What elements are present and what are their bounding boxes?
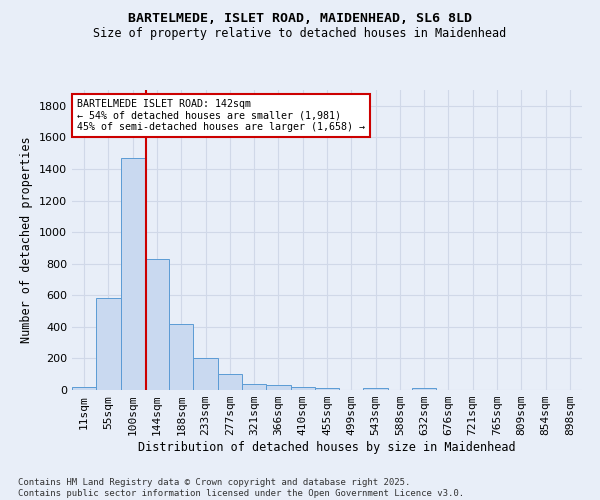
Text: BARTELMEDE ISLET ROAD: 142sqm
← 54% of detached houses are smaller (1,981)
45% o: BARTELMEDE ISLET ROAD: 142sqm ← 54% of d…: [77, 99, 365, 132]
X-axis label: Distribution of detached houses by size in Maidenhead: Distribution of detached houses by size …: [138, 441, 516, 454]
Y-axis label: Number of detached properties: Number of detached properties: [20, 136, 34, 344]
Bar: [315, 388, 339, 390]
Text: Size of property relative to detached houses in Maidenhead: Size of property relative to detached ho…: [94, 28, 506, 40]
Bar: [145, 259, 169, 390]
Text: Contains HM Land Registry data © Crown copyright and database right 2025.
Contai: Contains HM Land Registry data © Crown c…: [18, 478, 464, 498]
Bar: [290, 387, 315, 390]
Bar: [412, 388, 436, 390]
Bar: [121, 158, 145, 390]
Bar: [266, 386, 290, 390]
Text: BARTELMEDE, ISLET ROAD, MAIDENHEAD, SL6 8LD: BARTELMEDE, ISLET ROAD, MAIDENHEAD, SL6 …: [128, 12, 472, 26]
Bar: [218, 374, 242, 390]
Bar: [242, 384, 266, 390]
Bar: [364, 388, 388, 390]
Bar: [72, 386, 96, 390]
Bar: [193, 358, 218, 390]
Bar: [169, 324, 193, 390]
Bar: [96, 298, 121, 390]
